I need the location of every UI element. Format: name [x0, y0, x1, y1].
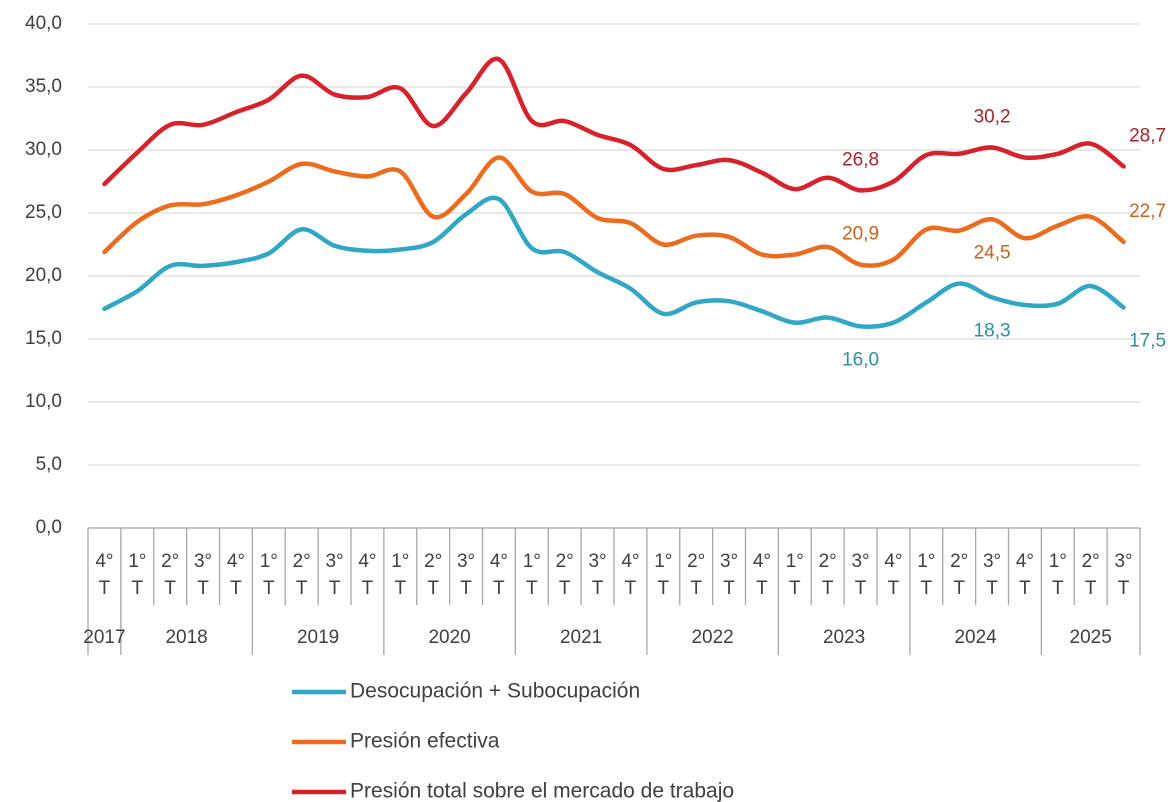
x-tick-label-box: 1° T — [259, 551, 278, 599]
x-tick-label-box: 1° T — [654, 551, 673, 599]
x-group-label: 2025 — [1070, 627, 1112, 648]
x-group-label: 2021 — [560, 627, 602, 648]
x-tick-label: 1° T — [1048, 551, 1067, 599]
data-label: 30,2 — [974, 106, 1011, 127]
x-tick-label: 1° T — [391, 551, 410, 599]
x-tick-label-box: 3° T — [325, 551, 344, 599]
x-tick-label: 1° T — [654, 551, 673, 599]
x-tick-label: 3° T — [456, 551, 476, 599]
data-label: 20,9 — [842, 224, 879, 245]
series-line — [102, 56, 1126, 193]
x-tick-label-box: 4° T — [621, 551, 640, 599]
y-tick-label: 30,0 — [25, 139, 62, 160]
data-label: 28,7 — [1129, 125, 1166, 146]
data-label: 22,7 — [1129, 201, 1166, 222]
y-tick-label: 35,0 — [25, 76, 62, 97]
x-tick-label-box: 3° T — [982, 551, 1002, 599]
series-line — [102, 155, 1126, 268]
x-tick-label: 4° T — [489, 551, 509, 599]
data-label: 16,0 — [842, 349, 879, 370]
legend-label: Desocupación + Subocupación — [350, 680, 640, 703]
x-tick-label: 4° T — [884, 551, 903, 599]
y-tick-label: 15,0 — [25, 328, 62, 349]
x-tick-label: 3° T — [719, 551, 739, 599]
x-tick-label-box: 2° T — [950, 551, 969, 599]
x-group-label: 2020 — [428, 627, 470, 648]
x-tick-label: 4° T — [752, 551, 772, 599]
x-tick-label: 4° T — [1015, 551, 1035, 599]
x-tick-label-box: 1° T — [522, 551, 541, 599]
x-tick-label-box: 1° T — [785, 551, 804, 599]
data-label: 18,3 — [974, 320, 1011, 341]
x-tick-label: 3° T — [588, 551, 607, 599]
x-tick-label: 4° T — [358, 551, 377, 599]
x-tick-label: 2° T — [687, 551, 706, 599]
x-tick-label: 2° T — [950, 551, 969, 599]
x-tick-label-box: 4° T — [884, 551, 903, 599]
data-label: 26,8 — [842, 149, 879, 170]
x-tick-label: 4° T — [621, 551, 640, 599]
x-tick-label-box: 4° T — [226, 551, 246, 599]
x-tick-label-box: 3° T — [456, 551, 476, 599]
x-tick-label-box: 1° T — [391, 551, 410, 599]
x-tick-label-box: 2° T — [161, 551, 180, 599]
x-group-label: 2022 — [691, 627, 733, 648]
x-tick-label: 3° T — [325, 551, 344, 599]
legend-label: Presión total sobre el mercado de trabaj… — [350, 780, 734, 802]
x-tick-label: 2° T — [1081, 551, 1100, 599]
x-tick-label: 1° T — [259, 551, 278, 599]
x-tick-label-box: 2° T — [1081, 551, 1100, 599]
x-tick-label: 3° T — [193, 551, 213, 599]
x-tick-label: 2° T — [818, 551, 837, 599]
x-tick-label: 3° T — [1114, 551, 1133, 599]
data-label: 17,5 — [1129, 331, 1166, 352]
x-tick-label-box: 3° T — [193, 551, 213, 599]
x-tick-label-box: 4° T — [752, 551, 772, 599]
x-tick-label-box: 4° T — [95, 551, 114, 599]
x-tick-label-box: 3° T — [588, 551, 607, 599]
x-tick-label: 2° T — [161, 551, 180, 599]
x-tick-label-box: 4° T — [489, 551, 509, 599]
x-tick-label: 2° T — [424, 551, 443, 599]
y-tick-label: 10,0 — [25, 391, 62, 412]
x-tick-label-box: 1° T — [128, 551, 147, 599]
x-tick-label-box: 1° T — [917, 551, 936, 599]
x-tick-label: 1° T — [785, 551, 804, 599]
x-tick-label-box: 4° T — [1015, 551, 1035, 599]
x-tick-label-box: 3° T — [851, 551, 870, 599]
x-tick-label-box: 3° T — [1114, 551, 1133, 599]
series-line — [102, 195, 1126, 329]
x-group-label: 2019 — [297, 627, 339, 648]
x-tick-label: 3° T — [851, 551, 870, 599]
x-tick-label: 1° T — [128, 551, 147, 599]
y-tick-label: 40,0 — [25, 13, 62, 34]
x-tick-label-box: 1° T — [1048, 551, 1067, 599]
x-tick-label-box: 3° T — [719, 551, 739, 599]
data-label: 24,5 — [974, 242, 1011, 263]
x-group-label: 2023 — [823, 627, 865, 648]
x-tick-label-box: 4° T — [358, 551, 377, 599]
x-group-label: 2024 — [954, 627, 997, 648]
x-group-label: 2017 — [83, 627, 125, 648]
y-tick-label: 20,0 — [25, 265, 62, 286]
x-tick-label-box: 2° T — [292, 551, 311, 599]
y-tick-label: 25,0 — [25, 202, 62, 223]
y-tick-label: 5,0 — [36, 454, 62, 475]
x-tick-label-box: 2° T — [818, 551, 837, 599]
x-tick-label-box: 2° T — [555, 551, 574, 599]
x-tick-label: 1° T — [917, 551, 936, 599]
x-tick-label: 2° T — [292, 551, 311, 599]
y-tick-label: 0,0 — [36, 517, 62, 538]
x-tick-label-box: 2° T — [687, 551, 706, 599]
x-tick-label-box: 2° T — [424, 551, 443, 599]
x-tick-label: 1° T — [522, 551, 541, 599]
x-tick-label: 4° T — [95, 551, 114, 599]
x-group-label: 2018 — [165, 627, 207, 648]
x-tick-label: 2° T — [555, 551, 574, 599]
x-tick-label: 3° T — [982, 551, 1002, 599]
x-tick-label: 4° T — [226, 551, 246, 599]
legend-label: Presión efectiva — [350, 730, 500, 753]
